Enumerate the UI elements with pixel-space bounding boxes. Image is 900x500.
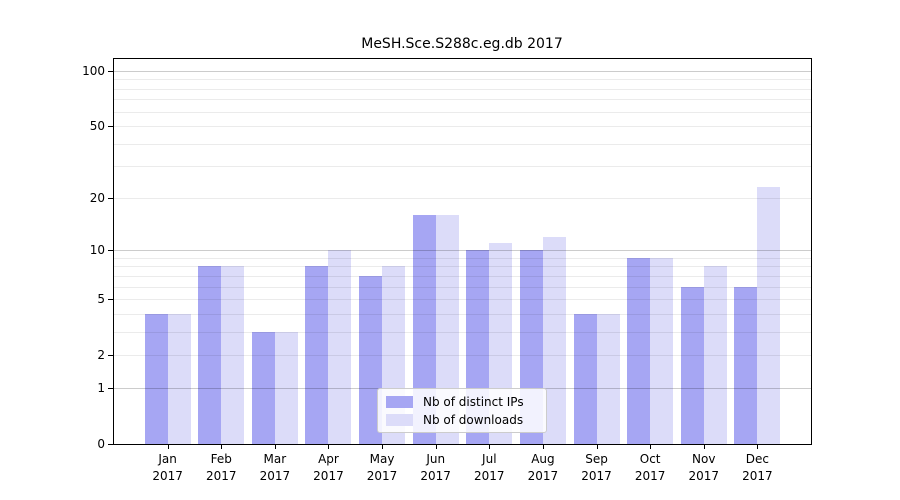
bar-distinct-ips-may — [359, 275, 383, 444]
y-tick-label-50: 50 — [89, 119, 105, 134]
x-tick-label-oct: Oct 2017 — [634, 452, 666, 483]
gridline-50 — [114, 126, 811, 128]
gridline-10 — [114, 250, 811, 252]
gridline-70 — [114, 99, 811, 101]
x-tick-label-sep: Sep 2017 — [581, 452, 612, 483]
x-tick-mark — [703, 444, 705, 449]
gridline-5 — [114, 299, 811, 301]
x-tick-label-may: May 2017 — [366, 452, 398, 483]
bar-distinct-ips-apr — [305, 266, 329, 444]
x-tick-label-aug: Aug 2017 — [527, 452, 559, 483]
bar-distinct-ips-jan — [144, 313, 168, 444]
bar-distinct-ips-feb — [198, 266, 222, 444]
x-tick-label-feb: Feb 2017 — [205, 452, 237, 483]
gridline-80 — [114, 88, 811, 90]
x-tick-mark — [489, 444, 491, 449]
x-tick-label-dec: Dec 2017 — [742, 452, 773, 483]
x-tick-label-jan: Jan 2017 — [152, 452, 183, 483]
x-tick-mark — [328, 444, 330, 449]
x-tick-mark — [382, 444, 384, 449]
bar-downloads-jun — [435, 215, 459, 444]
bar-downloads-nov — [703, 266, 727, 444]
chart-title: MeSH.Sce.S288c.eg.db 2017 — [361, 36, 563, 52]
gridline-8 — [114, 266, 811, 268]
x-tick-mark — [274, 444, 276, 449]
bar-downloads-dec — [757, 187, 781, 444]
gridline-9 — [114, 257, 811, 259]
bar-downloads-apr — [328, 250, 352, 444]
y-tick-label-2: 2 — [97, 348, 105, 363]
gridline-3 — [114, 331, 811, 333]
bar-distinct-ips-nov — [680, 286, 704, 444]
gridline-40 — [114, 143, 811, 145]
legend-label-distinct-ips: Nb of distinct IPs — [423, 394, 524, 409]
x-tick-mark — [757, 444, 759, 449]
gridline-2 — [114, 355, 811, 357]
y-tick-mark — [108, 71, 113, 72]
x-tick-mark — [221, 444, 223, 449]
gridline-60 — [114, 111, 811, 113]
x-tick-mark — [596, 444, 598, 449]
bar-downloads-oct — [650, 257, 674, 444]
y-tick-label-5: 5 — [97, 292, 105, 307]
y-tick-mark — [108, 126, 113, 128]
bar-distinct-ips-jun — [412, 215, 436, 444]
gridline-4 — [114, 313, 811, 315]
y-tick-mark — [108, 387, 113, 389]
legend: Nb of distinct IPs Nb of downloads — [377, 388, 547, 433]
gridline-30 — [114, 166, 811, 168]
bar-distinct-ips-sep — [573, 313, 597, 444]
bar-distinct-ips-dec — [734, 286, 758, 444]
legend-label-downloads: Nb of downloads — [423, 412, 524, 427]
plot-area — [113, 58, 812, 445]
y-tick-label-10: 10 — [89, 243, 105, 258]
x-tick-mark — [650, 444, 652, 449]
y-tick-mark — [108, 250, 113, 252]
y-tick-label-100: 100 — [82, 64, 105, 78]
x-tick-mark — [542, 444, 544, 449]
gridline-7 — [114, 275, 811, 277]
x-tick-mark — [167, 444, 169, 449]
gridline-90 — [114, 79, 811, 81]
gridline-6 — [114, 286, 811, 288]
x-tick-label-nov: Nov 2017 — [688, 452, 720, 483]
bar-distinct-ips-oct — [627, 257, 651, 444]
legend-swatch-distinct-ips — [386, 395, 413, 408]
gridline-20 — [114, 197, 811, 199]
y-tick-label-0: 0 — [97, 437, 105, 451]
bar-downloads-feb — [221, 266, 245, 444]
legend-item-distinct-ips: Nb of distinct IPs — [386, 393, 538, 411]
legend-item-downloads: Nb of downloads — [386, 411, 538, 429]
bar-downloads-aug — [542, 236, 566, 444]
x-tick-label-mar: Mar 2017 — [259, 452, 291, 483]
x-tick-label-apr: Apr 2017 — [313, 452, 344, 483]
y-tick-label-1: 1 — [97, 380, 105, 395]
y-tick-label-20: 20 — [89, 190, 105, 205]
y-tick-mark — [108, 197, 113, 199]
gridline-100 — [114, 71, 811, 72]
y-tick-mark — [108, 444, 113, 445]
y-tick-mark — [108, 299, 113, 301]
x-tick-label-jun: Jun 2017 — [420, 452, 451, 483]
x-tick-label-jul: Jul 2017 — [474, 452, 505, 483]
bar-downloads-mar — [274, 331, 298, 444]
bar-distinct-ips-mar — [251, 331, 275, 444]
x-tick-mark — [435, 444, 437, 449]
bar-downloads-jan — [167, 313, 191, 444]
bar-downloads-sep — [596, 313, 620, 444]
legend-swatch-downloads — [386, 413, 413, 426]
y-tick-mark — [108, 355, 113, 357]
